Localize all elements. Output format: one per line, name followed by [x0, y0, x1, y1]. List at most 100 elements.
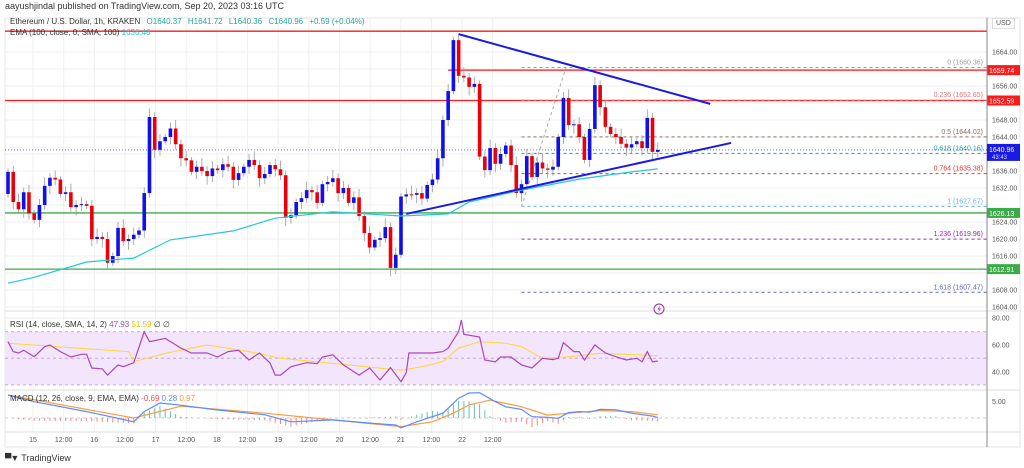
candle-down [477, 83, 482, 157]
time-label: 22 [458, 437, 466, 444]
candle-up [147, 117, 152, 194]
candle-up [331, 178, 335, 183]
candle-down [493, 148, 498, 164]
candle-up [6, 171, 10, 194]
candle-up [163, 137, 167, 142]
candle-down [100, 236, 105, 239]
candle-down [603, 107, 608, 127]
candle-down [184, 158, 188, 161]
candle-up [655, 149, 660, 152]
trendline-descending [458, 33, 711, 105]
candle-up [587, 128, 592, 160]
candle-up [635, 141, 639, 145]
fib-level-label: 0.618 (1640.16) [934, 145, 983, 152]
change-value: +0.59 (+0.04%) [309, 17, 365, 26]
candle-up [561, 97, 566, 137]
trendlines[interactable] [406, 33, 732, 215]
rsi-sma-value: 51.59 [131, 320, 152, 329]
candle-up [383, 227, 388, 239]
candle-down [388, 227, 393, 268]
candle-up [236, 173, 241, 180]
candle-up [378, 238, 382, 240]
macd-label: MACD (12, 26, close, 9, EMA, EMA) [10, 394, 139, 403]
candle-up [131, 234, 136, 239]
candle-up [142, 193, 147, 231]
price-tag-resistance [987, 95, 1020, 106]
time-label: 12:00 [484, 437, 502, 444]
candle-up [472, 83, 477, 87]
candle-up [320, 184, 325, 203]
candle-up [551, 166, 555, 170]
time-label: 15 [29, 437, 37, 444]
candle-up [572, 124, 576, 126]
candle-down [362, 216, 367, 234]
rsi-line [7, 319, 658, 383]
price-tag-support [987, 264, 1020, 275]
price-tick-label: 1664.00 [992, 50, 1017, 57]
symbol-name[interactable]: Ethereum / U.S. Dollar, 1h, KRAKEN [10, 17, 141, 26]
candle-down [278, 169, 283, 176]
candle-up [399, 196, 403, 255]
low-value: L1640.36 [228, 17, 263, 26]
price-tick-label: 1636.00 [992, 169, 1017, 176]
macd-signal-value: 0.97 [179, 394, 196, 403]
candle-down [90, 205, 94, 239]
price-tag-support [987, 207, 1020, 218]
candle-up [268, 165, 272, 174]
time-label: 18 [213, 437, 221, 444]
ema-value: 1636.48 [121, 28, 151, 37]
candle-up [247, 159, 251, 167]
candle-up [352, 197, 356, 203]
candle-down [252, 159, 257, 166]
candle-up [262, 173, 267, 179]
candle-down [27, 192, 31, 214]
ema-legend[interactable]: EMA (100, close, 0, SMA, 100) 1636.48 [10, 28, 151, 37]
published-header: aayushjindal published on TradingView.co… [5, 1, 285, 11]
macd-pane [5, 392, 987, 429]
candle-down [11, 171, 16, 203]
candle-up [48, 177, 52, 186]
candle-down [231, 166, 236, 180]
currency-button[interactable]: USD [992, 18, 1015, 29]
candle-down [179, 144, 183, 159]
fibonacci-retracement[interactable]: 0 (1660.36) 0.236 (1652.65) 0.5 (1644.02) 0… [521, 59, 987, 293]
candle-down [84, 204, 89, 206]
candle-up [42, 185, 47, 205]
trendline-ascending [406, 141, 732, 215]
candle-down [514, 165, 519, 194]
time-label: 20 [336, 437, 344, 444]
lightning-icon[interactable] [653, 303, 665, 315]
rsi-legend[interactable]: RSI (14, close, SMA, 14, 2) 47.93 51.59 … [10, 320, 170, 329]
candle-down [608, 126, 613, 135]
time-label: 16 [90, 437, 98, 444]
price-tick-label: 1608.00 [992, 288, 1017, 295]
candle-down [357, 197, 361, 217]
candle-up [341, 188, 346, 194]
candle-down [614, 134, 618, 137]
candle-down [346, 188, 351, 203]
brand-name: TradingView [21, 453, 71, 463]
macd-legend[interactable]: MACD (12, 26, close, 9, EMA, EMA) -0.69 … [10, 394, 195, 403]
candle-up [535, 162, 540, 177]
candle-up [137, 230, 141, 235]
candle-down [205, 171, 209, 177]
price-tag-label: 1612.91 [989, 267, 1014, 274]
candle-down [619, 137, 623, 144]
macd-value: 0.28 [161, 394, 178, 403]
fib-trend-line [521, 67, 567, 207]
fib-level-label: 0.236 (1652.65) [934, 92, 983, 99]
candle-down [189, 160, 194, 172]
time-label: 12:00 [361, 437, 379, 444]
rsi-signal-line [7, 341, 658, 371]
candle-up [645, 117, 650, 149]
close-value: C1640.96 [268, 17, 304, 26]
candle-up [488, 148, 492, 171]
candle-down [226, 164, 230, 167]
open-value: O1640.37 [146, 17, 182, 26]
candle-up [430, 179, 435, 186]
tradingview-logo-icon: ▀▼ [5, 453, 19, 463]
bar-countdown-label: 43:43 [992, 155, 1008, 161]
tradingview-logo[interactable]: ▀▼ TradingView [5, 453, 71, 463]
price-tag-resistance [987, 65, 1020, 76]
